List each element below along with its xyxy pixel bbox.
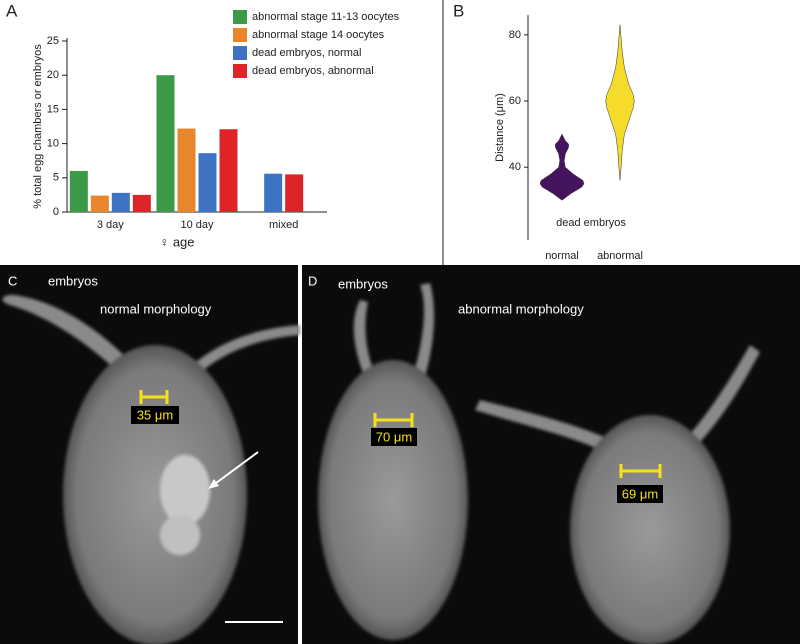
x-tick-label: abnormal — [597, 250, 643, 262]
bar — [111, 192, 130, 212]
arrow-head — [208, 479, 219, 489]
y-tick-label: 10 — [47, 138, 59, 150]
measure-label: 69 μm — [622, 486, 658, 501]
y-tick-label: 0 — [53, 206, 59, 218]
measure-bar-d-left — [373, 413, 414, 427]
legend-label: dead embryos, abnormal — [252, 65, 374, 77]
measure-label: 70 μm — [376, 429, 412, 444]
caption: embryos — [48, 273, 98, 288]
bar — [69, 170, 88, 212]
bar — [264, 173, 283, 212]
legend-swatch — [233, 28, 247, 42]
bar — [177, 128, 196, 212]
y-tick-label: 5 — [53, 172, 59, 184]
embryo-d-right — [475, 345, 760, 644]
measure-box — [371, 428, 417, 446]
y-tick-label: 60 — [509, 95, 521, 107]
y-axis-label: % total egg chambers or embryos — [32, 44, 44, 209]
legend-swatch — [233, 46, 247, 60]
legend-label: dead embryos, normal — [252, 47, 361, 59]
bar — [198, 153, 217, 212]
bar — [156, 75, 175, 212]
micrograph-divider — [298, 265, 302, 644]
legend-label: abnormal stage 11-13 oocytes — [252, 11, 400, 23]
x-axis-label: ♀ age — [159, 234, 194, 249]
y-axis-label: Distance (μm) — [494, 93, 506, 162]
violin — [605, 24, 635, 181]
violin — [539, 133, 585, 201]
panel-label: A — [6, 1, 18, 20]
measure-bar-d-right — [619, 464, 662, 478]
morphology-label: abnormal morphology — [458, 301, 584, 316]
legend-swatch — [233, 10, 247, 24]
y-tick-label: 40 — [509, 161, 521, 173]
panel-label: C — [8, 273, 17, 288]
x-tick-label: 3 day — [97, 219, 124, 231]
measure-label: 35 μm — [137, 407, 173, 422]
panel-label: B — [453, 1, 464, 20]
bar — [90, 195, 109, 212]
embryo-c — [2, 294, 300, 644]
measure-bar-c — [139, 390, 169, 404]
x-tick-label: 10 day — [180, 219, 214, 231]
caption: embryos — [338, 276, 388, 291]
panel-label: D — [308, 273, 317, 288]
annotation: dead embryos — [556, 217, 626, 229]
bar — [285, 174, 304, 212]
y-tick-label: 15 — [47, 103, 59, 115]
embryo-d-left — [318, 283, 468, 640]
y-tick-label: 80 — [509, 29, 521, 41]
legend-swatch — [233, 64, 247, 78]
x-tick-label: mixed — [269, 219, 298, 231]
x-tick-label: normal — [545, 250, 579, 262]
bar — [219, 129, 238, 212]
measure-box — [617, 485, 663, 503]
legend-label: abnormal stage 14 oocytes — [252, 29, 385, 41]
bar — [132, 194, 151, 212]
y-tick-label: 25 — [47, 35, 59, 47]
measure-box — [131, 406, 179, 424]
y-tick-label: 20 — [47, 69, 59, 81]
arrow — [211, 451, 259, 487]
morphology-label: normal morphology — [100, 301, 212, 316]
